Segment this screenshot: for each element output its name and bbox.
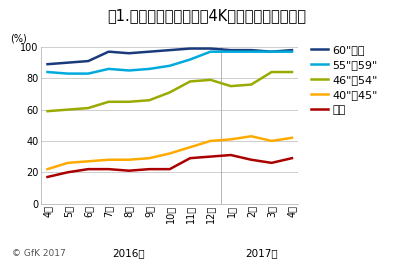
60"以上 <box>289 49 294 52</box>
40"〜45" <box>65 161 70 164</box>
46"〜54" <box>106 100 111 103</box>
全体 <box>85 168 90 171</box>
全体 <box>268 161 273 164</box>
40"〜45" <box>228 138 233 141</box>
Text: © GfK 2017: © GfK 2017 <box>12 250 66 258</box>
全体 <box>106 168 111 171</box>
全体 <box>65 171 70 174</box>
Text: (%): (%) <box>11 34 27 44</box>
55"〜59" <box>289 50 294 53</box>
Line: 40"〜45": 40"〜45" <box>47 136 291 169</box>
60"以上 <box>207 47 212 50</box>
Line: 60"以上: 60"以上 <box>47 49 291 64</box>
46"〜54" <box>45 110 50 113</box>
全体 <box>248 158 253 161</box>
55"〜59" <box>85 72 90 75</box>
40"〜45" <box>207 139 212 143</box>
55"〜59" <box>167 64 172 67</box>
46"〜54" <box>248 83 253 86</box>
46"〜54" <box>228 85 233 88</box>
40"〜45" <box>167 152 172 155</box>
Text: 2016年: 2016年 <box>112 248 145 258</box>
55"〜59" <box>65 72 70 75</box>
Line: 55"〜59": 55"〜59" <box>47 52 291 74</box>
60"以上 <box>147 50 152 53</box>
60"以上 <box>248 49 253 52</box>
60"以上 <box>167 49 172 52</box>
全体 <box>126 169 131 172</box>
55"〜59" <box>126 69 131 72</box>
40"〜45" <box>126 158 131 161</box>
60"以上 <box>228 49 233 52</box>
46"〜54" <box>65 108 70 111</box>
46"〜54" <box>126 100 131 103</box>
60"以上 <box>45 63 50 66</box>
全体 <box>289 157 294 160</box>
60"以上 <box>106 50 111 53</box>
55"〜59" <box>228 50 233 53</box>
55"〜59" <box>147 67 152 70</box>
46"〜54" <box>85 106 90 110</box>
55"〜59" <box>268 50 273 53</box>
全体 <box>147 168 152 171</box>
全体 <box>228 153 233 157</box>
Legend: 60"以上, 55"〜59", 46"〜54", 40"〜45", 全体: 60"以上, 55"〜59", 46"〜54", 40"〜45", 全体 <box>311 45 377 115</box>
55"〜59" <box>207 50 212 53</box>
60"以上 <box>126 52 131 55</box>
46"〜54" <box>268 70 273 74</box>
40"〜45" <box>268 139 273 143</box>
55"〜59" <box>106 67 111 70</box>
46"〜54" <box>207 78 212 81</box>
Text: 図1.テレビ販売における4Kテレビの数量構成比: 図1.テレビ販売における4Kテレビの数量構成比 <box>107 8 306 23</box>
全体 <box>207 155 212 158</box>
60"以上 <box>268 50 273 53</box>
55"〜59" <box>187 58 192 61</box>
46"〜54" <box>289 70 294 74</box>
40"〜45" <box>289 136 294 139</box>
40"〜45" <box>187 146 192 149</box>
Line: 46"〜54": 46"〜54" <box>47 72 291 111</box>
60"以上 <box>85 60 90 63</box>
55"〜59" <box>248 50 253 53</box>
40"〜45" <box>106 158 111 161</box>
40"〜45" <box>45 168 50 171</box>
全体 <box>167 168 172 171</box>
全体 <box>187 157 192 160</box>
60"以上 <box>65 61 70 64</box>
40"〜45" <box>85 160 90 163</box>
55"〜59" <box>45 70 50 74</box>
46"〜54" <box>187 80 192 83</box>
40"〜45" <box>248 135 253 138</box>
46"〜54" <box>167 91 172 94</box>
40"〜45" <box>147 157 152 160</box>
60"以上 <box>187 47 192 50</box>
46"〜54" <box>147 99 152 102</box>
Text: 2017年: 2017年 <box>244 248 277 258</box>
Line: 全体: 全体 <box>47 155 291 177</box>
全体 <box>45 175 50 179</box>
